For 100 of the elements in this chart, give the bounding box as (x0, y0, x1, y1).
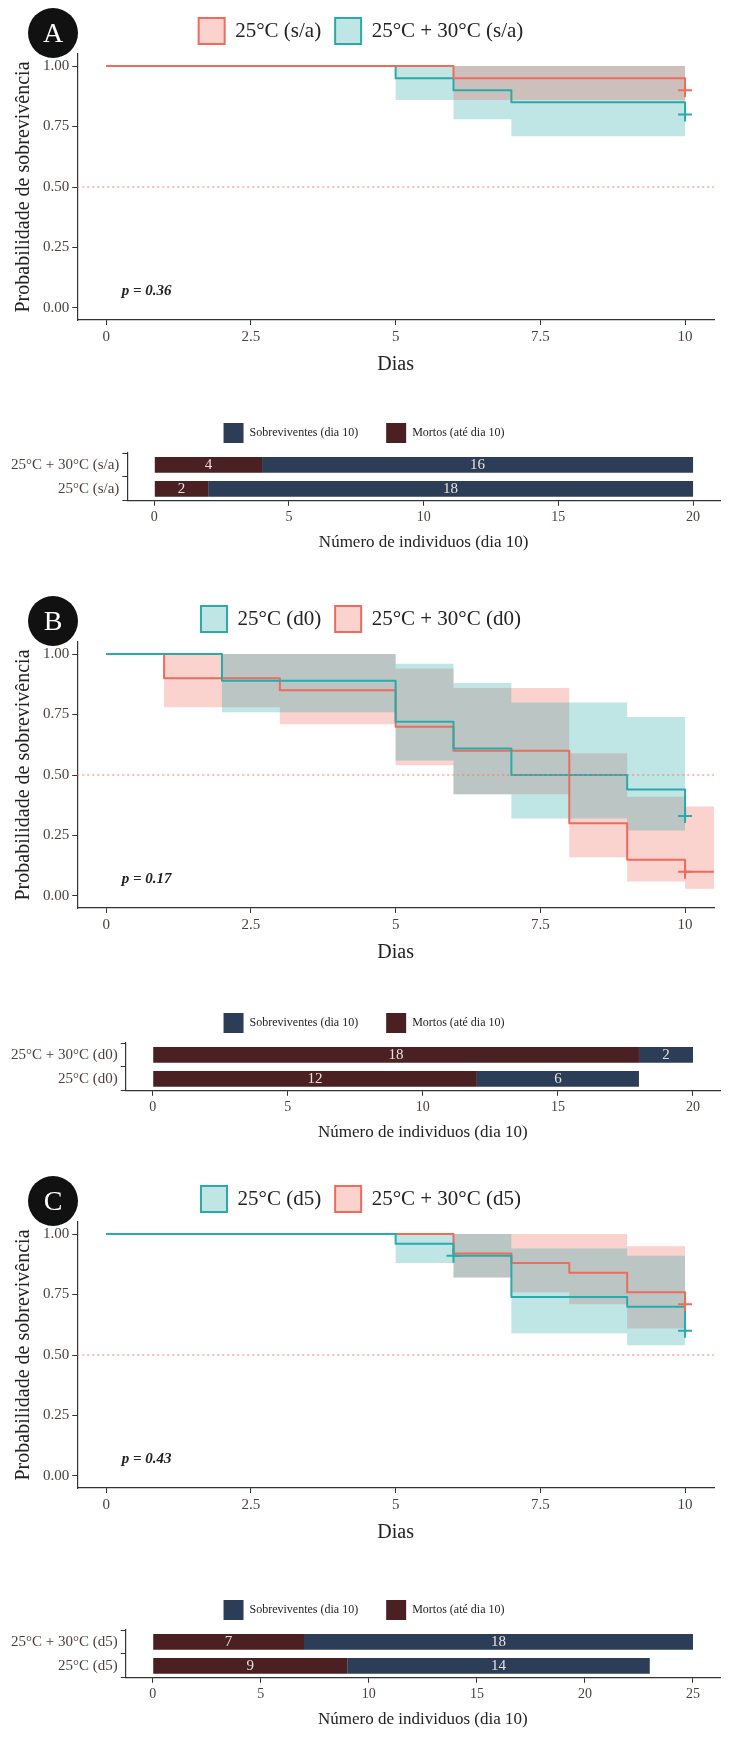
y-tick-label: 25°C (d0) (57, 1069, 118, 1087)
y-tick-label: 0.50 (43, 1345, 70, 1362)
y-tick-label: 25°C + 30°C (d0) (10, 1045, 118, 1063)
x-tick-label: 5 (257, 1685, 265, 1701)
x-tick-label: 0 (150, 508, 158, 524)
x-axis-title: Dias (377, 1520, 415, 1543)
chart-title: B (43, 605, 63, 637)
y-tick-label: 0.00 (43, 1466, 70, 1483)
y-tick-label: 0.50 (43, 765, 70, 782)
x-tick-label: 10 (677, 915, 693, 932)
x-tick-label: 2.5 (241, 327, 261, 344)
data-label: 18 (490, 1632, 506, 1649)
x-tick-label: 5 (284, 1098, 292, 1114)
data-label: 6 (554, 1069, 563, 1086)
legend-label: 25°C + 30°C (d5) (371, 1185, 522, 1210)
y-tick-label: 0.75 (43, 705, 70, 722)
data-label: 2 (662, 1045, 670, 1062)
data-label: 4 (204, 455, 213, 472)
data-label: 18 (388, 1045, 404, 1062)
y-tick-label: 0.75 (43, 117, 70, 134)
data-label: 7 (224, 1632, 233, 1649)
x-tick-label: 7.5 (530, 915, 550, 932)
y-tick-label: 25°C (d5) (57, 1656, 118, 1674)
x-tick-label: 10 (361, 1685, 376, 1701)
x-tick-label: 0 (102, 327, 110, 344)
y-axis-title: Probabilidade de sobrevivência (11, 649, 34, 901)
y-tick-label: 0.75 (43, 1285, 70, 1302)
x-tick-label: 15 (550, 1098, 565, 1114)
x-axis-title: Dias (377, 940, 415, 963)
x-tick-label: 20 (577, 1685, 592, 1701)
y-tick-label: 1.00 (43, 645, 70, 662)
bar (154, 457, 263, 473)
x-tick-label: 7.5 (530, 1495, 550, 1512)
y-tick-label: 25°C + 30°C (d5) (10, 1632, 118, 1650)
bar (304, 1634, 693, 1650)
legend-label: Sobreviventes (dia 10) (249, 1602, 359, 1617)
annotation: p = 0.17 (119, 869, 173, 886)
y-tick-label: 25°C (s/a) (57, 479, 120, 497)
bar (476, 1071, 639, 1087)
data-label: 9 (246, 1656, 254, 1673)
circle-badge: A (28, 8, 78, 58)
legend-label: 25°C + 30°C (s/a) (371, 17, 524, 42)
x-tick-label: 15 (469, 1685, 484, 1701)
point (445, 1247, 462, 1264)
bar (347, 1658, 650, 1674)
y-tick-label: 0.25 (43, 826, 70, 843)
legend-label: Mortos (até dia 10) (412, 425, 505, 440)
x-tick-label: 10 (677, 1495, 693, 1512)
x-tick-label: 2.5 (241, 1495, 261, 1512)
legend-label: 25°C (d5) (237, 1185, 322, 1210)
legend-label: 25°C (s/a) (235, 17, 322, 42)
circle-badge: B (28, 596, 78, 646)
bar (153, 1658, 348, 1674)
x-tick-label: 0 (149, 1685, 157, 1701)
chart-title: A (42, 17, 64, 49)
annotation: p = 0.43 (119, 1449, 173, 1466)
x-tick-label: 20 (686, 508, 701, 524)
data-label: 2 (177, 479, 186, 496)
y-tick-label: 0.25 (43, 238, 70, 255)
data-label: 18 (443, 479, 459, 496)
x-tick-label: 10 (416, 508, 431, 524)
circle-badge: C (28, 1176, 78, 1226)
bar (153, 1634, 304, 1650)
x-tick-label: 5 (391, 1495, 400, 1512)
legend-label: Sobreviventes (dia 10) (249, 1015, 359, 1030)
y-tick-label: 1.00 (43, 1225, 70, 1242)
legend-label: Mortos (até dia 10) (412, 1602, 505, 1617)
x-tick-label: 5 (285, 508, 293, 524)
y-tick-label: 25°C + 30°C (s/a) (10, 455, 120, 473)
x-tick-label: 25 (685, 1685, 700, 1701)
x-tick-label: 20 (685, 1098, 700, 1114)
x-tick-label: 0 (102, 1495, 110, 1512)
legend-label: 25°C (d0) (237, 605, 322, 630)
x-tick-label: 5 (391, 327, 400, 344)
legend-label: Sobreviventes (dia 10) (249, 425, 359, 440)
data-label: 16 (470, 455, 486, 472)
bar (153, 1047, 639, 1063)
x-axis-title: Número de individuos (dia 10) (318, 1709, 528, 1729)
y-axis-title: Probabilidade de sobrevivência (11, 1229, 34, 1481)
x-tick-label: 10 (415, 1098, 430, 1114)
legend-label: Mortos (até dia 10) (412, 1015, 505, 1030)
x-tick-label: 0 (102, 915, 110, 932)
y-tick-label: 0.50 (43, 177, 70, 194)
y-tick-label: 0.25 (43, 1406, 70, 1423)
x-axis-title: Número de individuos (dia 10) (318, 1122, 528, 1142)
y-tick-label: 0.00 (43, 298, 70, 315)
chart-title: C (43, 1185, 63, 1217)
data-label: 14 (490, 1656, 507, 1673)
point (677, 1296, 694, 1313)
point (677, 1322, 694, 1339)
legend-label: 25°C + 30°C (d0) (371, 605, 522, 630)
annotation: p = 0.36 (119, 281, 173, 298)
x-tick-label: 0 (149, 1098, 157, 1114)
x-axis-title: Número de individuos (dia 10) (318, 532, 529, 552)
x-axis-title: Dias (377, 352, 415, 375)
x-tick-label: 7.5 (530, 327, 550, 344)
x-tick-label: 15 (551, 508, 566, 524)
bar (208, 481, 694, 497)
x-tick-label: 10 (677, 327, 693, 344)
bar (154, 481, 209, 497)
